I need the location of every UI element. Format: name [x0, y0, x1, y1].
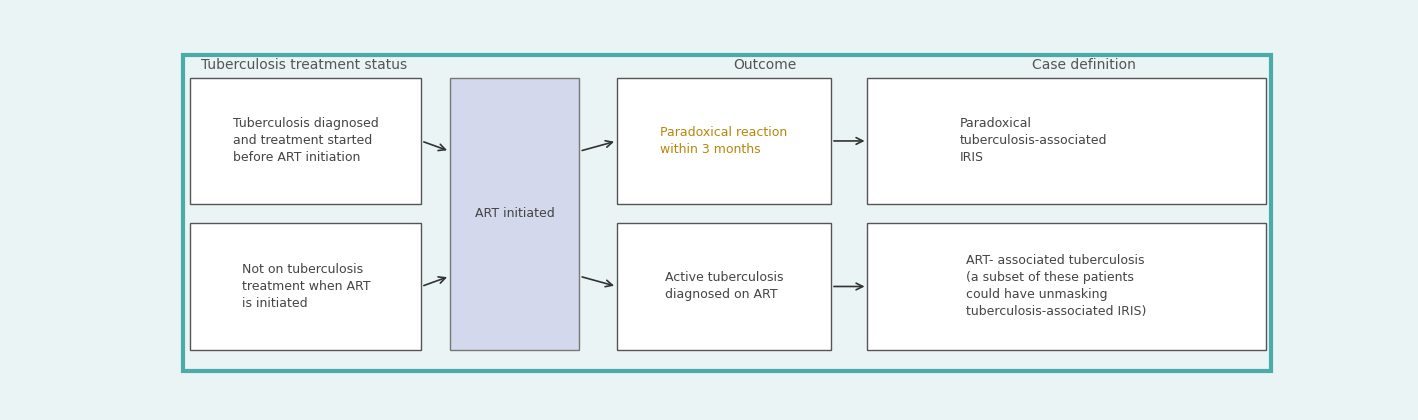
FancyBboxPatch shape: [617, 223, 831, 349]
Text: Tuberculosis treatment status: Tuberculosis treatment status: [200, 58, 407, 72]
Text: Not on tuberculosis
treatment when ART
is initiated: Not on tuberculosis treatment when ART i…: [241, 263, 370, 310]
Text: Case definition: Case definition: [1032, 58, 1136, 72]
FancyBboxPatch shape: [190, 223, 421, 349]
Text: Paradoxical
tuberculosis-associated
IRIS: Paradoxical tuberculosis-associated IRIS: [960, 118, 1107, 165]
Text: Tuberculosis diagnosed
and treatment started
before ART initiation: Tuberculosis diagnosed and treatment sta…: [233, 118, 379, 165]
Text: Active tuberculosis
diagnosed on ART: Active tuberculosis diagnosed on ART: [665, 271, 783, 302]
FancyBboxPatch shape: [183, 55, 1271, 370]
Text: Paradoxical reaction
within 3 months: Paradoxical reaction within 3 months: [661, 126, 787, 156]
FancyBboxPatch shape: [617, 78, 831, 204]
FancyBboxPatch shape: [190, 78, 421, 204]
FancyBboxPatch shape: [868, 223, 1266, 349]
Text: ART initiated: ART initiated: [475, 207, 554, 220]
Text: ART- associated tuberculosis
(a subset of these patients
could have unmasking
tu: ART- associated tuberculosis (a subset o…: [966, 255, 1146, 318]
FancyBboxPatch shape: [868, 78, 1266, 204]
FancyBboxPatch shape: [450, 78, 580, 349]
Text: Outcome: Outcome: [733, 58, 797, 72]
